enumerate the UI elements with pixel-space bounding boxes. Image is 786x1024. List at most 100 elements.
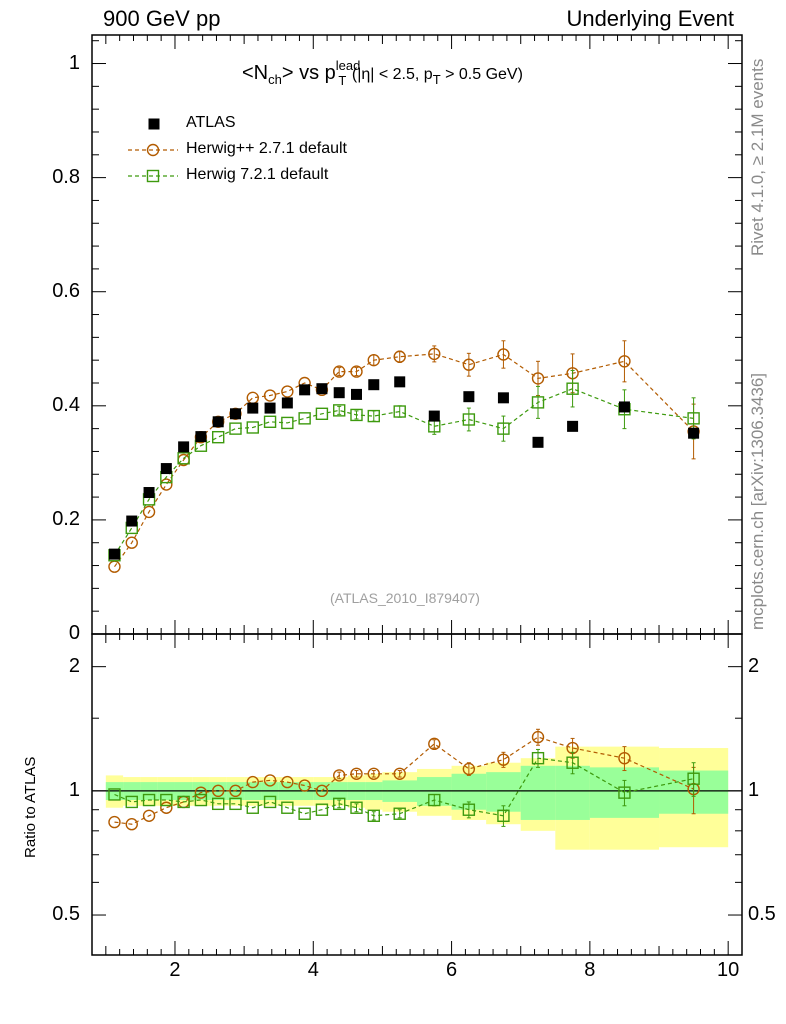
ratio-point-herwigpp-14	[350, 767, 363, 780]
main-point-atlas-2	[143, 487, 155, 499]
ratio-point-herwig7-12	[315, 803, 329, 816]
main-point-herwig7-6	[211, 430, 225, 444]
main-point-atlas-3	[160, 463, 172, 475]
main-point-herwigpp-18	[462, 358, 476, 371]
header-analysis-label: Underlying Event	[566, 6, 734, 31]
main-point-herwig7-16	[393, 405, 406, 418]
main-point-herwigpp-1	[125, 536, 138, 549]
analysis-watermark: (ATLAS_2010_I879407)	[330, 590, 480, 606]
main-point-atlas-7	[229, 408, 241, 420]
ratio-point-herwigpp-5	[194, 786, 208, 799]
ratio-band-inner-20	[520, 765, 556, 820]
ratio-point-herwigpp-15	[367, 767, 380, 780]
main-point-herwigpp-2	[142, 505, 156, 519]
main-point-atlas-1	[126, 515, 138, 527]
title-cut-sub-T: T	[432, 72, 441, 87]
ratio-point-herwigpp-8	[246, 775, 259, 789]
ratio-point-herwigpp-11	[298, 779, 311, 792]
mcplots-reference-label: mcplots.cern.ch [arXiv:1306.3436]	[748, 372, 767, 630]
main-point-herwig7-8	[246, 421, 259, 434]
ratio-line-herwigpp	[114, 736, 694, 825]
main-point-atlas-13	[333, 387, 345, 399]
ratio-ytick-label-left: 1	[68, 778, 80, 801]
ratio-point-herwigpp-18	[462, 762, 476, 776]
ratio-point-herwigpp-0	[108, 815, 121, 829]
main-point-atlas-5	[195, 431, 207, 443]
main-point-atlas-18	[463, 391, 475, 403]
ratio-panel-series	[108, 728, 700, 831]
ratio-point-herwig7-16	[393, 807, 406, 820]
main-panel-series	[108, 340, 700, 573]
main-point-herwigpp-13	[333, 365, 346, 378]
main-point-herwigpp-3	[160, 478, 173, 491]
main-point-herwig7-11	[298, 412, 311, 425]
ratio-point-herwig7-11	[298, 807, 311, 820]
main-point-herwigpp-10	[281, 385, 294, 398]
ratio-point-herwigpp-3	[160, 801, 173, 814]
main-ytick-label: 0.4	[52, 393, 80, 416]
main-point-herwigpp-22	[618, 355, 631, 368]
ratio-point-herwig7-10	[281, 801, 294, 814]
ratio-point-herwig7-17	[428, 793, 441, 807]
ratio-point-herwigpp-20	[531, 730, 545, 744]
main-point-herwig7-10	[281, 416, 294, 430]
ratio-point-herwig7-14	[350, 801, 363, 814]
main-point-atlas-16	[394, 376, 406, 388]
title-cut-part1: (|η| < 2.5, p	[351, 66, 433, 83]
main-point-herwigpp-19	[497, 348, 510, 361]
ratio-point-herwig7-2	[142, 793, 156, 807]
main-point-herwigpp-9	[263, 389, 277, 402]
ratio-ytick-label-left: 2	[68, 654, 80, 677]
title-vs: > vs p	[281, 62, 336, 84]
main-point-atlas-9	[264, 402, 276, 414]
ratio-point-herwig7-1	[125, 795, 138, 809]
ratio-point-herwig7-9	[263, 795, 277, 809]
main-point-herwigpp-16	[393, 350, 406, 363]
main-ytick-label: 1	[68, 51, 80, 74]
legend-label-herwigpp: Herwig++ 2.7.1 default	[186, 140, 347, 157]
main-point-atlas-11	[299, 384, 311, 396]
ratio-point-herwig7-7	[229, 797, 242, 811]
main-point-herwig7-21	[566, 382, 579, 395]
plot-title: <Nch> vs pleadT (|η| < 2.5, pT > 0.5 GeV…	[242, 58, 523, 88]
ratio-point-herwig7-8	[246, 801, 259, 814]
ratio-line-herwig7	[114, 757, 694, 817]
main-point-herwigpp-17	[428, 347, 441, 361]
ratio-y-axis-label: Ratio to ATLAS	[22, 756, 39, 858]
main-point-herwigpp-14	[350, 365, 363, 378]
title-sub-ch: ch	[268, 72, 282, 87]
ratio-point-herwigpp-1	[125, 818, 138, 831]
main-point-herwig7-7	[229, 422, 242, 435]
ratio-band-inner-19	[486, 772, 521, 812]
ratio-ytick-label-right: 0.5	[748, 903, 776, 926]
ratio-point-herwigpp-7	[229, 784, 242, 798]
ratio-point-herwig7-4	[177, 795, 190, 809]
x-tick-label: 2	[169, 959, 181, 981]
main-point-atlas-15	[368, 379, 380, 391]
ratio-point-herwigpp-16	[393, 767, 406, 780]
ratio-point-herwig7-5	[194, 793, 208, 807]
main-line-herwig7	[113, 388, 694, 556]
rivet-version-label: Rivet 4.1.0, ≥ 2.1M events	[748, 58, 767, 256]
title-cut-part2: > 0.5 GeV)	[440, 66, 523, 83]
main-point-atlas-20	[532, 436, 544, 448]
ratio-point-herwigpp-12	[315, 784, 329, 798]
main-point-herwig7-13	[333, 404, 346, 417]
legend-label-atlas: ATLAS	[186, 114, 236, 131]
main-point-atlas-6	[212, 416, 224, 428]
main-point-atlas-4	[178, 441, 190, 453]
header-energy-label: 900 GeV pp	[103, 6, 221, 31]
ratio-point-herwig7-6	[211, 797, 225, 811]
title-sub-T: T	[338, 73, 347, 88]
title-sup-lead: lead	[335, 58, 361, 73]
main-point-atlas-17	[428, 410, 440, 422]
ratio-point-herwig7-23	[687, 772, 700, 785]
main-ytick-label: 0.6	[52, 279, 80, 302]
main-point-herwig7-20	[531, 396, 545, 409]
ratio-point-herwig7-19	[497, 809, 510, 822]
main-point-atlas-12	[316, 383, 328, 395]
legend-label-herwig7: Herwig 7.2.1 default	[186, 166, 329, 183]
ratio-point-herwigpp-13	[333, 769, 346, 782]
ratio-frame-box	[91, 633, 743, 956]
main-point-atlas-0	[108, 548, 120, 560]
